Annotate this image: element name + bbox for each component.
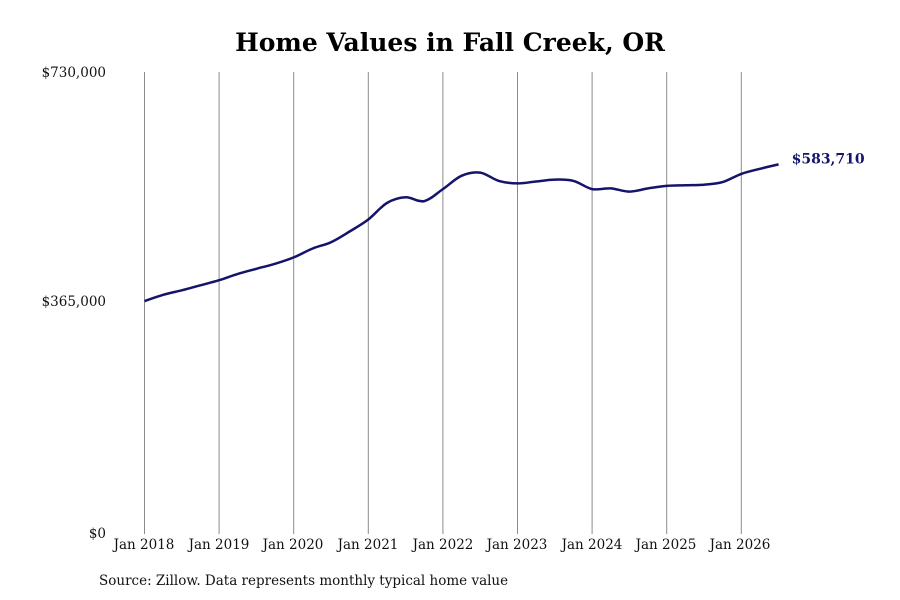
y-tick-label-middle: $365,000 xyxy=(41,294,106,310)
source-note: Source: Zillow. Data represents monthly … xyxy=(99,573,509,589)
y-tick-label-top: $730,000 xyxy=(41,65,106,81)
x-tick-label: Jan 2021 xyxy=(337,537,399,553)
x-tick-label: Jan 2018 xyxy=(113,537,175,553)
series-line xyxy=(144,163,779,303)
x-tick-label: Jan 2019 xyxy=(188,537,250,553)
x-tick-label: Jan 2025 xyxy=(635,537,697,553)
end-value-label: $583,710 xyxy=(792,151,865,167)
chart-title: Home Values in Fall Creek, OR xyxy=(235,28,665,57)
x-tick-label: Jan 2024 xyxy=(561,537,623,553)
x-tick-label: Jan 2023 xyxy=(486,537,548,553)
x-tick-label: Jan 2026 xyxy=(709,537,771,553)
y-tick-label-bottom: $0 xyxy=(88,526,106,542)
x-tick-label: Jan 2020 xyxy=(262,537,324,553)
x-tick-label: Jan 2022 xyxy=(412,537,474,553)
